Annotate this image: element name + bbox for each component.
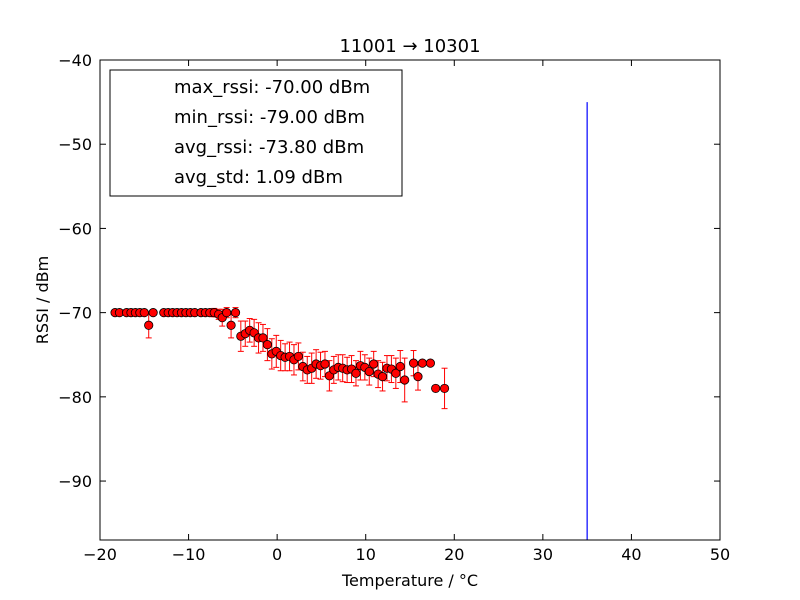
x-tick-label: 20 (444, 545, 464, 564)
data-point (369, 359, 379, 369)
y-tick-label: −50 (58, 135, 92, 154)
legend-entry-avg-rssi: avg_rssi: -73.80 dBm (174, 137, 364, 158)
legend-box (109, 69, 403, 197)
y-tick-label: −60 (58, 219, 92, 238)
data-point (148, 308, 158, 318)
chart-title: 11001 → 10301 (339, 36, 480, 57)
data-point (431, 383, 441, 394)
axis-ticks: −20 −10 0 10 20 30 40 50 −40 −50 −60 −70 −80 −90 (58, 51, 730, 564)
x-tick-label: 10 (356, 545, 376, 564)
data-point (139, 308, 149, 318)
x-tick-label: −20 (83, 545, 117, 564)
x-tick-label: 0 (272, 545, 282, 564)
data-point (408, 358, 419, 368)
legend-entry-min-rssi: min_rssi: -79.00 dBm (174, 107, 365, 128)
y-axis-label: RSSI / dBm (33, 256, 52, 344)
data-point (320, 359, 330, 369)
data-point (417, 358, 427, 368)
data-point (377, 372, 388, 382)
legend-entry-max-rssi: max_rssi: -70.00 dBm (174, 77, 370, 98)
data-point (293, 351, 303, 362)
data-markers (110, 308, 450, 394)
y-tick-label: −40 (58, 51, 92, 70)
data-point (400, 375, 410, 385)
data-point (230, 308, 241, 318)
data-point (351, 368, 361, 378)
x-tick-label: 50 (710, 545, 730, 564)
x-tick-label: 40 (621, 545, 641, 564)
plot-frame (99, 59, 721, 541)
data-point (258, 333, 268, 343)
data-point (395, 361, 405, 372)
y-tick-label: −70 (58, 304, 92, 323)
y-tick-label: −80 (58, 388, 92, 407)
x-tick-label: −10 (172, 545, 206, 564)
x-axis-label: Temperature / °C (341, 571, 478, 590)
x-tick-label: 30 (533, 545, 553, 564)
data-point (262, 340, 272, 350)
legend: max_rssi: -70.00 dBm min_rssi: -79.00 dB… (109, 69, 403, 197)
data-point (364, 366, 374, 377)
y-tick-label: −90 (58, 472, 92, 491)
data-point (222, 308, 232, 318)
data-point (144, 320, 154, 330)
data-point (439, 383, 450, 394)
legend-entry-avg-std: avg_std: 1.09 dBm (174, 167, 343, 188)
data-point (226, 320, 236, 330)
data-point (413, 372, 423, 382)
data-point (391, 368, 401, 378)
data-point (425, 358, 435, 368)
